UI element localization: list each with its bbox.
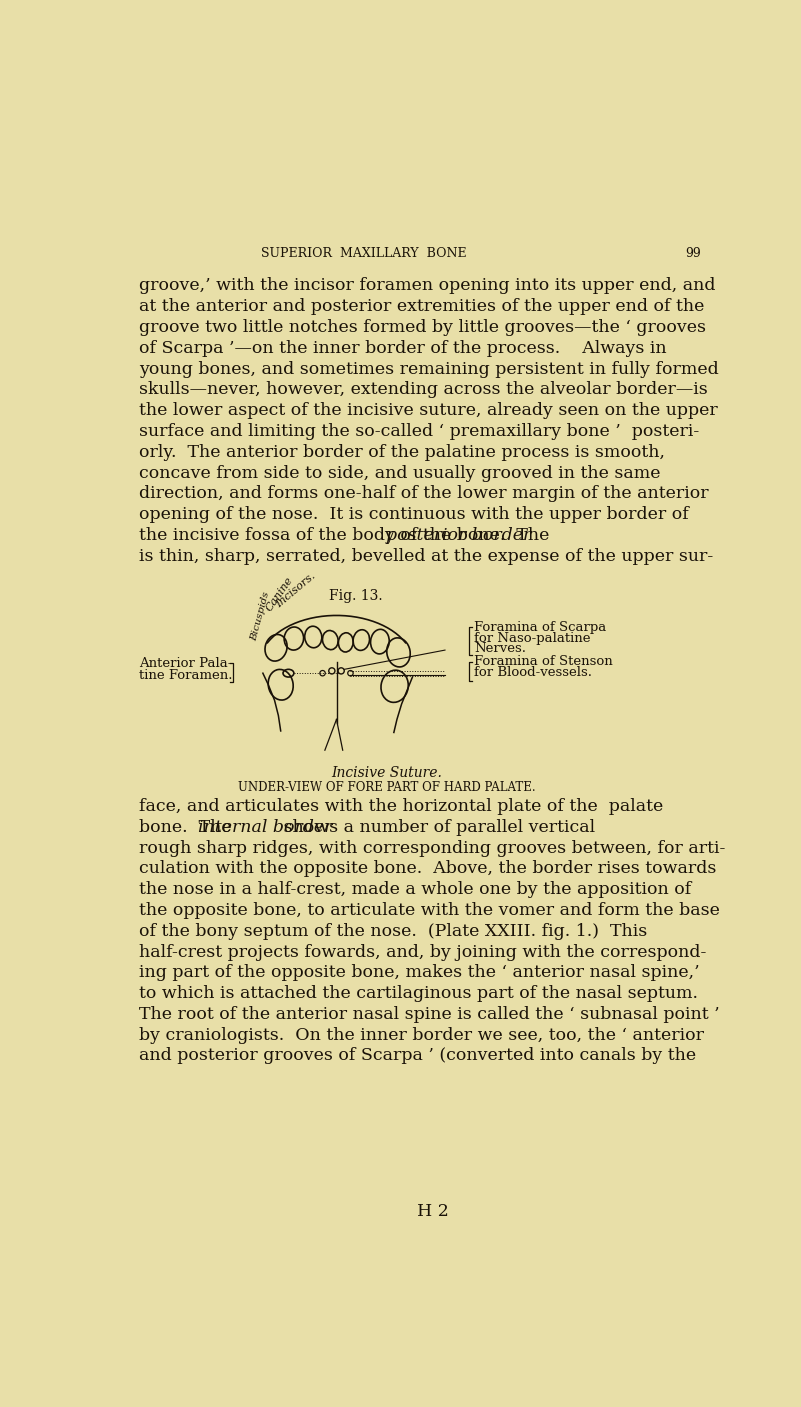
Text: of the bony septum of the nose.  (Plate XXIII. fig. 1.)  This: of the bony septum of the nose. (Plate X… <box>139 923 647 940</box>
Text: groove two little notches formed by little grooves—the ‘ grooves: groove two little notches formed by litt… <box>139 319 706 336</box>
Text: of Scarpa ’—on the inner border of the process.    Always in: of Scarpa ’—on the inner border of the p… <box>139 340 666 357</box>
Text: the opposite bone, to articulate with the vomer and form the base: the opposite bone, to articulate with th… <box>139 902 720 919</box>
Text: is thin, sharp, serrated, bevelled at the expense of the upper sur-: is thin, sharp, serrated, bevelled at th… <box>139 547 713 564</box>
Text: Nerves.: Nerves. <box>474 643 526 656</box>
Text: for Naso-palatine: for Naso-palatine <box>474 632 591 644</box>
Text: surface and limiting the so-called ‘ premaxillary bone ’  posteri-: surface and limiting the so-called ‘ pre… <box>139 424 699 440</box>
Text: Incisors.: Incisors. <box>274 571 317 609</box>
Text: direction, and forms one-half of the lower margin of the anterior: direction, and forms one-half of the low… <box>139 485 709 502</box>
Text: shows a number of parallel vertical: shows a number of parallel vertical <box>278 819 595 836</box>
Text: posterior border: posterior border <box>386 528 531 545</box>
Text: skulls—never, however, extending across the alveolar border—is: skulls—never, however, extending across … <box>139 381 707 398</box>
Text: internal border: internal border <box>198 819 332 836</box>
Text: Bicuspids: Bicuspids <box>250 591 272 642</box>
Text: tine Foramen.: tine Foramen. <box>139 668 232 681</box>
Text: Foramina of Stenson: Foramina of Stenson <box>474 656 614 668</box>
Text: the nose in a half-crest, made a whole one by the apposition of: the nose in a half-crest, made a whole o… <box>139 881 691 898</box>
Text: young bones, and sometimes remaining persistent in fully formed: young bones, and sometimes remaining per… <box>139 360 718 377</box>
Text: SUPERIOR  MAXILLARY  BONE: SUPERIOR MAXILLARY BONE <box>261 248 466 260</box>
Text: concave from side to side, and usually grooved in the same: concave from side to side, and usually g… <box>139 464 660 481</box>
Text: face, and articulates with the horizontal plate of the  palate: face, and articulates with the horizonta… <box>139 798 663 815</box>
Text: culation with the opposite bone.  Above, the border rises towards: culation with the opposite bone. Above, … <box>139 861 716 878</box>
Text: Foramina of Scarpa: Foramina of Scarpa <box>474 620 606 633</box>
Text: orly.  The anterior border of the palatine process is smooth,: orly. The anterior border of the palatin… <box>139 443 665 461</box>
Text: opening of the nose.  It is continuous with the upper border of: opening of the nose. It is continuous wi… <box>139 507 689 523</box>
Text: rough sharp ridges, with corresponding grooves between, for arti-: rough sharp ridges, with corresponding g… <box>139 840 725 857</box>
Text: 99: 99 <box>685 248 701 260</box>
Text: The root of the anterior nasal spine is called the ‘ subnasal point ’: The root of the anterior nasal spine is … <box>139 1006 719 1023</box>
Text: H 2: H 2 <box>417 1203 449 1220</box>
Text: for Blood-vessels.: for Blood-vessels. <box>474 667 593 680</box>
Text: half-crest projects fowards, and, by joining with the correspond-: half-crest projects fowards, and, by joi… <box>139 944 706 961</box>
Text: by craniologists.  On the inner border we see, too, the ‘ anterior: by craniologists. On the inner border we… <box>139 1027 704 1044</box>
Text: and posterior grooves of Scarpa ’ (converted into canals by the: and posterior grooves of Scarpa ’ (conve… <box>139 1047 696 1065</box>
Text: Canine: Canine <box>264 575 296 613</box>
Text: groove,’ with the incisor foramen opening into its upper end, and: groove,’ with the incisor foramen openin… <box>139 277 715 294</box>
Text: bone.  The: bone. The <box>139 819 237 836</box>
Text: ing part of the opposite bone, makes the ‘ anterior nasal spine,’: ing part of the opposite bone, makes the… <box>139 964 699 981</box>
Text: the lower aspect of the incisive suture, already seen on the upper: the lower aspect of the incisive suture,… <box>139 402 718 419</box>
Text: at the anterior and posterior extremities of the upper end of the: at the anterior and posterior extremitie… <box>139 298 704 315</box>
Text: UNDER-VIEW OF FORE PART OF HARD PALATE.: UNDER-VIEW OF FORE PART OF HARD PALATE. <box>238 781 536 794</box>
Text: the incisive fossa of the body of the bone.  The: the incisive fossa of the body of the bo… <box>139 528 555 545</box>
Text: Incisive Suture.: Incisive Suture. <box>332 767 442 779</box>
Text: Fig. 13.: Fig. 13. <box>329 590 383 604</box>
Text: Anterior Pala-: Anterior Pala- <box>139 657 232 670</box>
Text: to which is attached the cartilaginous part of the nasal septum.: to which is attached the cartilaginous p… <box>139 985 698 1002</box>
